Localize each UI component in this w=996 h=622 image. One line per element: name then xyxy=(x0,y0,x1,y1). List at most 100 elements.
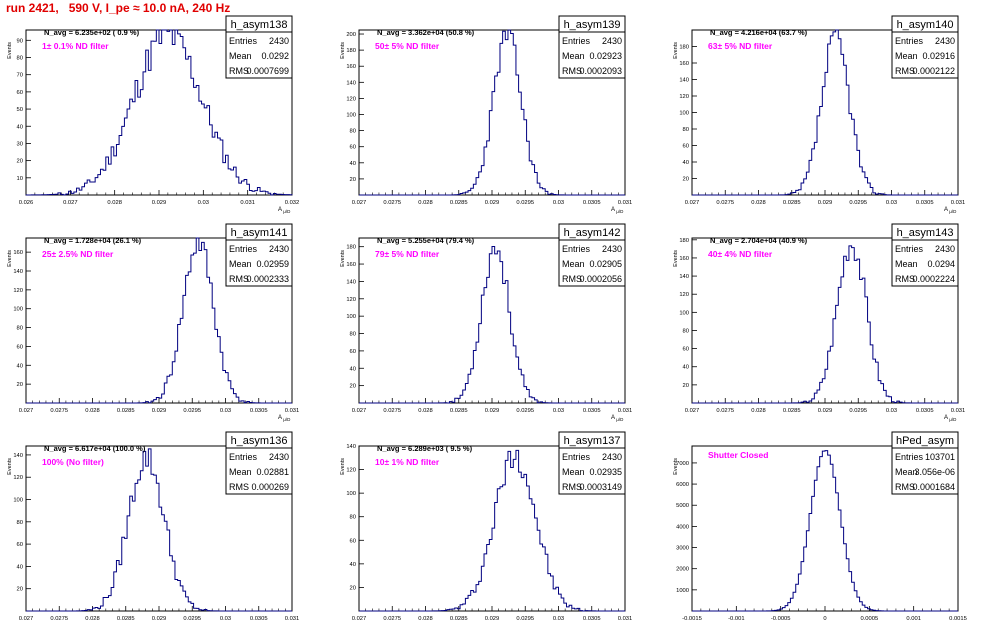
stat-value-mean: 0.02935 xyxy=(589,467,622,477)
stat-label-mean: Mean xyxy=(895,51,918,61)
stat-label-rms: RMS xyxy=(895,482,915,492)
y-tick-label: 100 xyxy=(13,307,23,313)
x-tick-label: 0.029 xyxy=(152,408,167,414)
navg-label: N_avg = 6.617e+04 (100.0 %) xyxy=(44,444,146,453)
filter-annotation: 1± 0.1% ND filter xyxy=(42,41,109,51)
y-tick-label: 40 xyxy=(683,365,689,371)
y-tick-label: 20 xyxy=(17,159,23,165)
x-tick-label: 0.031 xyxy=(951,408,966,414)
y-tick-label: 40 xyxy=(350,161,356,167)
stats-box xyxy=(558,223,626,287)
stat-value-mean: 0.02881 xyxy=(256,467,289,477)
x-tick-label: 0.026 xyxy=(19,200,34,206)
x-tick-label: 0.0275 xyxy=(383,200,401,206)
stats-box xyxy=(558,431,626,495)
stat-value-rms: 0.0003149 xyxy=(579,482,622,492)
stat-label-entries: Entries xyxy=(895,244,924,254)
x-tick-label: 0.0295 xyxy=(849,408,867,414)
stat-label-entries: Entries xyxy=(895,452,924,462)
y-tick-label: 20 xyxy=(683,177,689,183)
y-tick-label: 100 xyxy=(346,491,356,497)
navg-label: N_avg = 2.704e+04 (40.9 %) xyxy=(710,236,808,245)
x-tick-label: 0.03 xyxy=(553,408,564,414)
x-tick-label: 0.0285 xyxy=(117,616,135,622)
filter-annotation: 100% (No filter) xyxy=(42,457,104,467)
y-tick-label: 60 xyxy=(17,344,23,350)
y-tick-label: 30 xyxy=(17,141,23,147)
x-tick-label: 0.029 xyxy=(152,616,167,622)
y-tick-label: 40 xyxy=(17,124,23,130)
y-tick-label: 160 xyxy=(679,256,689,262)
stat-value-mean: 0.0292 xyxy=(261,51,289,61)
y-tick-label: 60 xyxy=(683,347,689,353)
y-tick-label: 80 xyxy=(17,520,23,526)
histogram-line xyxy=(692,245,958,404)
y-tick-label: 4000 xyxy=(676,524,689,530)
y-tick-label: 120 xyxy=(679,292,689,298)
x-tick-label: 0.0285 xyxy=(450,408,468,414)
y-tick-label: 80 xyxy=(350,332,356,338)
y-tick-label: 40 xyxy=(17,564,23,570)
y-tick-label: 140 xyxy=(679,274,689,280)
x-tick-label: 0.0275 xyxy=(50,408,68,414)
x-tick-label: 0.029 xyxy=(485,200,500,206)
x-tick-label: 0.027 xyxy=(685,200,700,206)
x-tick-label: 0.031 xyxy=(951,200,966,206)
x-axis-label-sub: μ/D xyxy=(615,417,624,422)
stat-label-mean: Mean xyxy=(562,51,585,61)
y-tick-label: 40 xyxy=(350,366,356,372)
y-tick-label: 60 xyxy=(350,538,356,544)
x-tick-label: 0.0285 xyxy=(783,408,801,414)
y-tick-label: 160 xyxy=(13,250,23,256)
stat-value-entries: 2430 xyxy=(269,452,289,462)
stats-box xyxy=(225,431,293,495)
y-tick-label: 180 xyxy=(679,45,689,51)
y-axis-label: Events xyxy=(7,458,13,475)
y-tick-label: 40 xyxy=(350,562,356,568)
histogram-line xyxy=(359,449,625,612)
histogram-name: h_asym143 xyxy=(897,227,954,239)
y-tick-label: 160 xyxy=(679,61,689,67)
x-tick-label: 0.03 xyxy=(220,616,231,622)
y-tick-label: 1000 xyxy=(676,588,689,594)
histogram-panel-h_asym139: 0.027 0.0275 0.028 0.0285 0.029 0.0295 0.03 0.0… xyxy=(340,15,632,214)
x-tick-label: -0.0015 xyxy=(682,616,702,622)
histogram-line xyxy=(359,245,625,404)
stat-label-entries: Entries xyxy=(895,36,924,46)
navg-label: N_avg = 5.255e+04 (79.4 %) xyxy=(377,236,475,245)
stat-label-rms: RMS xyxy=(229,66,249,76)
y-tick-label: 120 xyxy=(13,288,23,294)
navg-label: N_avg = 4.216e+04 (63.7 %) xyxy=(710,28,808,37)
y-tick-label: 20 xyxy=(350,384,356,390)
histogram-panel-h_asym137: 0.027 0.0275 0.028 0.0285 0.029 0.0295 0.03 0.0… xyxy=(340,431,632,622)
y-tick-label: 120 xyxy=(679,94,689,100)
stat-value-mean: 0.0294 xyxy=(927,259,955,269)
navg-label: N_avg = 3.362e+04 (50.8 %) xyxy=(377,28,475,37)
x-tick-label: 0.0295 xyxy=(183,408,201,414)
histogram-name: h_asym138 xyxy=(231,19,288,31)
stat-label-rms: RMS xyxy=(562,482,582,492)
x-tick-label: 0.0285 xyxy=(783,200,801,206)
x-tick-label: 0.0285 xyxy=(450,616,468,622)
histogram-panel-h_asym142: 0.027 0.0275 0.028 0.0285 0.029 0.0295 0.03 0.0… xyxy=(340,223,632,422)
navg-label: N_avg = 6.235e+02 ( 0.9 %) xyxy=(44,28,140,37)
x-tick-label: 0.027 xyxy=(19,408,34,414)
histogram-name: h_asym141 xyxy=(231,227,288,239)
x-tick-label: 0.028 xyxy=(751,200,766,206)
stat-label-mean: Mean xyxy=(229,467,252,477)
y-tick-label: 140 xyxy=(346,279,356,285)
x-tick-label: 0.03 xyxy=(198,200,209,206)
x-tick-label: 0.0295 xyxy=(516,616,534,622)
stat-label-mean: Mean xyxy=(229,259,252,269)
x-tick-label: 0.0295 xyxy=(516,200,534,206)
y-tick-label: 100 xyxy=(679,310,689,316)
histogram-panel-h_asym140: 0.027 0.0275 0.028 0.0285 0.029 0.0295 0.03 0.0… xyxy=(673,15,966,214)
y-tick-label: 80 xyxy=(683,328,689,334)
histogram-panel-h_asym138: 0.026 0.027 0.028 0.029 0.03 0.031 0.032 10 20 30… xyxy=(7,15,299,214)
y-tick-label: 20 xyxy=(17,587,23,593)
y-tick-label: 3000 xyxy=(676,546,689,552)
stat-value-mean: 0.02916 xyxy=(922,51,955,61)
y-axis-label: Events xyxy=(673,458,679,475)
x-tick-label: 0.0295 xyxy=(849,200,867,206)
